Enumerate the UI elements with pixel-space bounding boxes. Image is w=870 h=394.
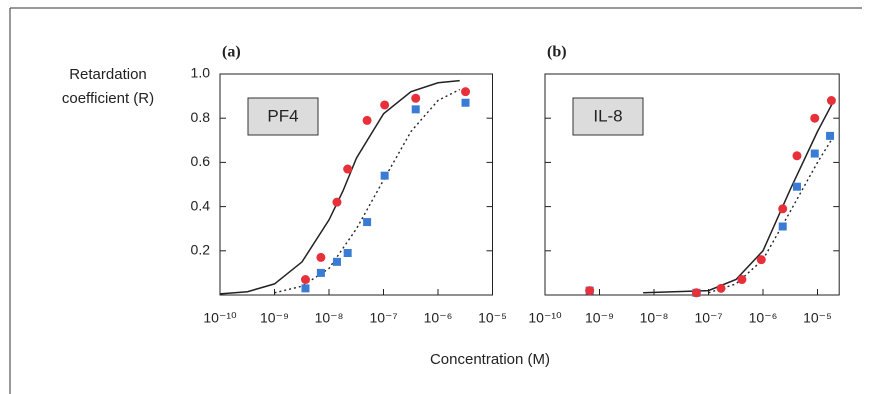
y-tick-label: 0.8 (191, 109, 211, 125)
x-tick-label: 10⁻⁸ (315, 310, 344, 326)
point (792, 151, 802, 161)
x-axis-title: Concentration (M) (430, 351, 550, 368)
point (362, 115, 372, 125)
x-tick-label: 10⁻⁵ (803, 310, 832, 326)
point (301, 284, 310, 293)
annotation-box (247, 97, 319, 136)
point (363, 218, 372, 227)
point (716, 283, 726, 293)
point (300, 275, 310, 285)
x-tick-label: 10⁻¹⁰ (528, 310, 562, 326)
point (316, 252, 326, 262)
point (792, 182, 801, 191)
annotation: PF4 (267, 106, 298, 125)
point (826, 96, 836, 106)
point (461, 98, 470, 107)
y-tick-label: 0.6 (191, 153, 211, 169)
y-tick-label: 1.0 (191, 65, 211, 81)
point (380, 171, 389, 180)
point (343, 164, 353, 174)
plot-frame (219, 73, 493, 296)
y-axis-title: coefficient (R) (62, 90, 154, 107)
point (826, 131, 835, 140)
point (411, 105, 420, 114)
y-tick-label: 0.2 (191, 242, 211, 258)
point (810, 149, 819, 158)
point (380, 100, 390, 110)
plot-frame (544, 73, 840, 296)
x-tick-label: 10⁻⁵ (478, 310, 507, 326)
point (778, 222, 787, 231)
point (585, 286, 595, 296)
annotation-box (572, 97, 644, 136)
x-tick-label: 10⁻⁸ (640, 310, 669, 326)
fit-curve (219, 79, 460, 295)
point (411, 93, 421, 103)
annotation: IL-8 (593, 106, 622, 125)
point (332, 197, 342, 207)
x-tick-label: 10⁻⁷ (694, 310, 722, 326)
fit-curve (643, 100, 835, 294)
x-tick-label: 10⁻⁶ (424, 310, 453, 326)
x-tick-label: 10⁻⁹ (260, 310, 289, 326)
panel-label: (a) (222, 44, 241, 61)
point (316, 268, 325, 277)
y-tick-label: 0.4 (191, 197, 211, 213)
point (737, 275, 747, 285)
point (343, 249, 352, 258)
panel-label: (b) (547, 44, 567, 61)
point (756, 255, 766, 265)
y-axis-title: Retardation (69, 66, 147, 83)
x-tick-label: 10⁻⁹ (585, 310, 614, 326)
point (810, 113, 820, 123)
point (691, 288, 701, 298)
point (461, 87, 471, 97)
point (778, 204, 788, 214)
x-tick-label: 10⁻¹⁰ (203, 310, 237, 326)
point (332, 257, 341, 266)
x-tick-label: 10⁻⁷ (369, 310, 397, 326)
x-tick-label: 10⁻⁶ (749, 310, 778, 326)
fit-curve (274, 88, 461, 294)
fit-curve (708, 135, 835, 294)
